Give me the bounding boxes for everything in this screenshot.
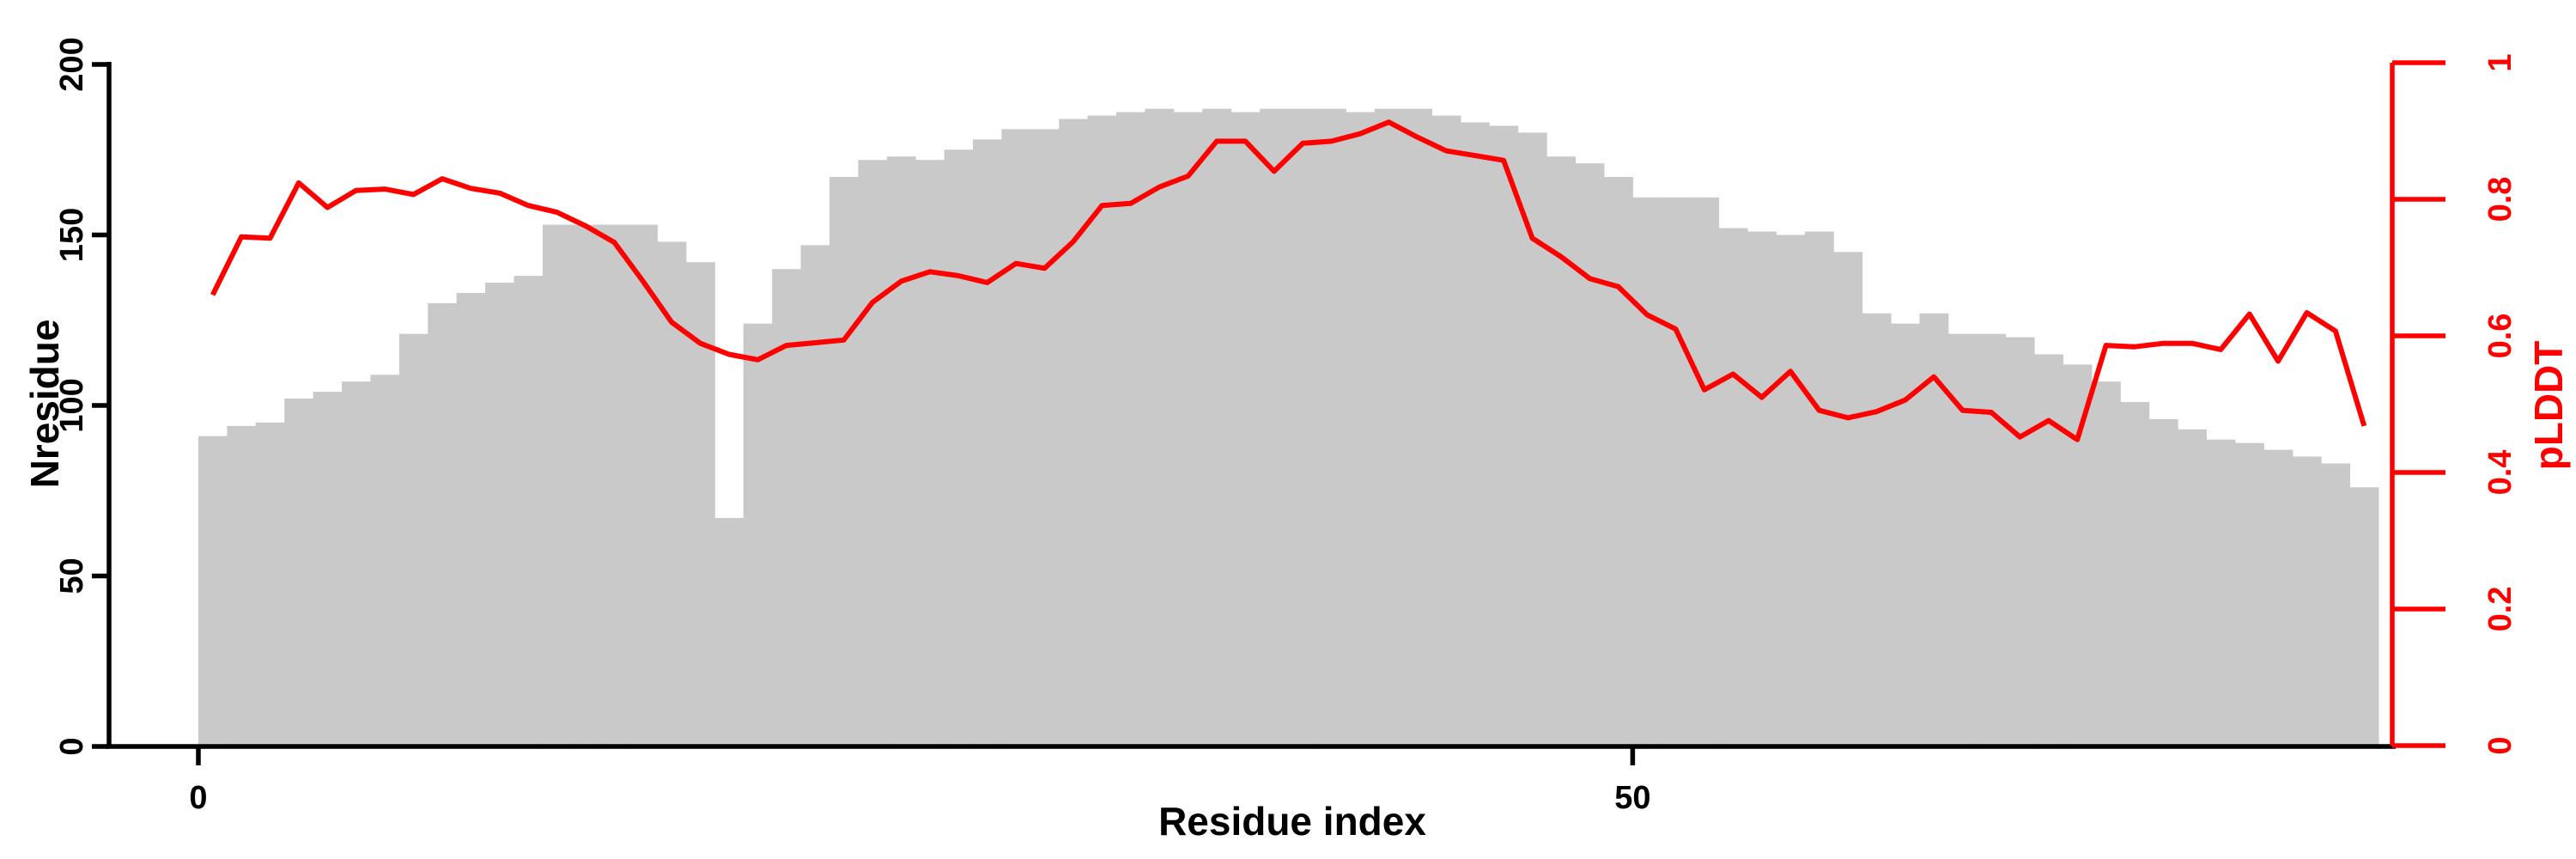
y-left-tick-label: 50 xyxy=(54,557,90,594)
bar-residue-28 xyxy=(1001,129,1031,746)
x-axis-title: Residue index xyxy=(1158,799,1426,844)
bar-residue-26 xyxy=(944,149,974,746)
y-right-tick-label: 0.8 xyxy=(2482,177,2518,222)
bar-residue-13 xyxy=(571,224,601,747)
y-axis-right: 0 0.2 0.4 0.6 0.8 1 pLDDT xyxy=(2390,53,2571,755)
bar-residue-2 xyxy=(255,422,285,746)
bar-residue-54 xyxy=(1747,231,1777,746)
bar-residue-19 xyxy=(743,323,773,746)
x-tick-label: 50 xyxy=(1614,780,1650,816)
bar-residue-30 xyxy=(1059,119,1089,746)
nresidue-bars xyxy=(198,108,2379,747)
y-right-tick-label: 0.4 xyxy=(2482,450,2518,496)
bar-residue-44 xyxy=(1460,122,1490,747)
y-right-tick-label: 0 xyxy=(2482,736,2518,754)
bar-residue-3 xyxy=(284,399,314,746)
bar-residue-67 xyxy=(2120,402,2150,746)
bar-residue-68 xyxy=(2148,418,2178,746)
bar-residue-59 xyxy=(1891,323,1920,746)
y-axis-left: 0 50 100 150 200 Nresidue xyxy=(22,37,112,756)
bar-residue-37 xyxy=(1260,108,1290,747)
bar-residue-21 xyxy=(800,245,830,746)
bar-residue-64 xyxy=(2034,354,2064,746)
y-right-tick-label: 1 xyxy=(2482,53,2518,71)
bar-residue-4 xyxy=(313,392,343,746)
bar-residue-9 xyxy=(456,292,486,746)
bar-residue-23 xyxy=(858,160,888,746)
bar-residue-33 xyxy=(1145,108,1175,747)
bar-residue-74 xyxy=(2321,463,2351,746)
bar-residue-55 xyxy=(1776,235,1806,746)
bar-residue-27 xyxy=(973,139,1002,747)
bar-residue-10 xyxy=(485,283,514,747)
bar-residue-6 xyxy=(370,375,400,746)
plddt-line xyxy=(210,119,2367,442)
bar-residue-40 xyxy=(1346,112,1376,746)
bar-residue-70 xyxy=(2206,439,2236,746)
bar-residue-16 xyxy=(657,241,687,746)
bar-residue-35 xyxy=(1202,108,1232,747)
bar-residue-32 xyxy=(1116,112,1145,746)
bar-residue-69 xyxy=(2178,429,2208,746)
bar-residue-20 xyxy=(772,269,802,746)
y-right-tick-label: 0.2 xyxy=(2482,587,2518,632)
bar-residue-42 xyxy=(1403,108,1433,747)
bar-residue-46 xyxy=(1517,132,1547,746)
bar-residue-47 xyxy=(1546,156,1577,746)
bar-residue-18 xyxy=(714,518,744,746)
bar-residue-53 xyxy=(1718,228,1748,746)
bar-residue-25 xyxy=(915,160,945,746)
bar-residue-1 xyxy=(227,425,257,746)
bar-residue-65 xyxy=(2063,364,2093,746)
bar-residue-39 xyxy=(1316,108,1346,747)
bar-residue-66 xyxy=(2091,381,2121,746)
y-left-tick-label: 0 xyxy=(54,737,90,755)
bar-residue-45 xyxy=(1489,125,1519,746)
bar-residue-72 xyxy=(2263,449,2293,746)
bar-residue-75 xyxy=(2349,487,2379,746)
bar-residue-41 xyxy=(1374,108,1404,747)
bar-residue-15 xyxy=(629,224,659,747)
y-axis-left-title: Nresidue xyxy=(22,320,67,489)
bar-residue-29 xyxy=(1030,129,1060,746)
bar-residue-57 xyxy=(1833,252,1863,747)
bar-residue-34 xyxy=(1173,112,1203,746)
bar-residue-71 xyxy=(2234,442,2264,746)
x-tick-label: 0 xyxy=(189,780,207,816)
bar-residue-58 xyxy=(1862,313,1892,746)
y-left-tick-label: 100 xyxy=(54,378,90,432)
x-axis: 0 50 Residue index xyxy=(106,744,2396,844)
bar-residue-62 xyxy=(1977,333,2007,746)
y-left-tick-label: 150 xyxy=(54,208,90,262)
y-right-tick-label: 0.6 xyxy=(2482,314,2518,359)
bar-residue-51 xyxy=(1661,197,1691,746)
bar-residue-52 xyxy=(1690,197,1720,746)
bar-residue-11 xyxy=(513,276,544,746)
bar-residue-12 xyxy=(542,224,572,747)
bar-residue-24 xyxy=(886,156,916,746)
bar-residue-31 xyxy=(1087,115,1117,747)
bar-residue-5 xyxy=(342,381,371,746)
bar-residue-63 xyxy=(2005,337,2035,746)
bar-residue-43 xyxy=(1431,115,1461,747)
bar-residue-48 xyxy=(1575,163,1605,746)
bar-residue-7 xyxy=(398,333,428,746)
bar-residue-22 xyxy=(829,177,859,746)
bar-residue-36 xyxy=(1230,112,1261,746)
y-axis-right-title: pLDDT xyxy=(2526,341,2571,471)
bar-residue-50 xyxy=(1632,197,1662,746)
bar-residue-14 xyxy=(599,224,629,747)
bar-residue-56 xyxy=(1804,231,1834,746)
bar-residue-38 xyxy=(1288,108,1318,747)
bar-residue-8 xyxy=(428,302,458,746)
bar-residue-73 xyxy=(2292,456,2322,746)
y-left-tick-label: 200 xyxy=(54,37,90,91)
bar-residue-0 xyxy=(198,436,228,746)
bar-residue-49 xyxy=(1603,177,1633,746)
